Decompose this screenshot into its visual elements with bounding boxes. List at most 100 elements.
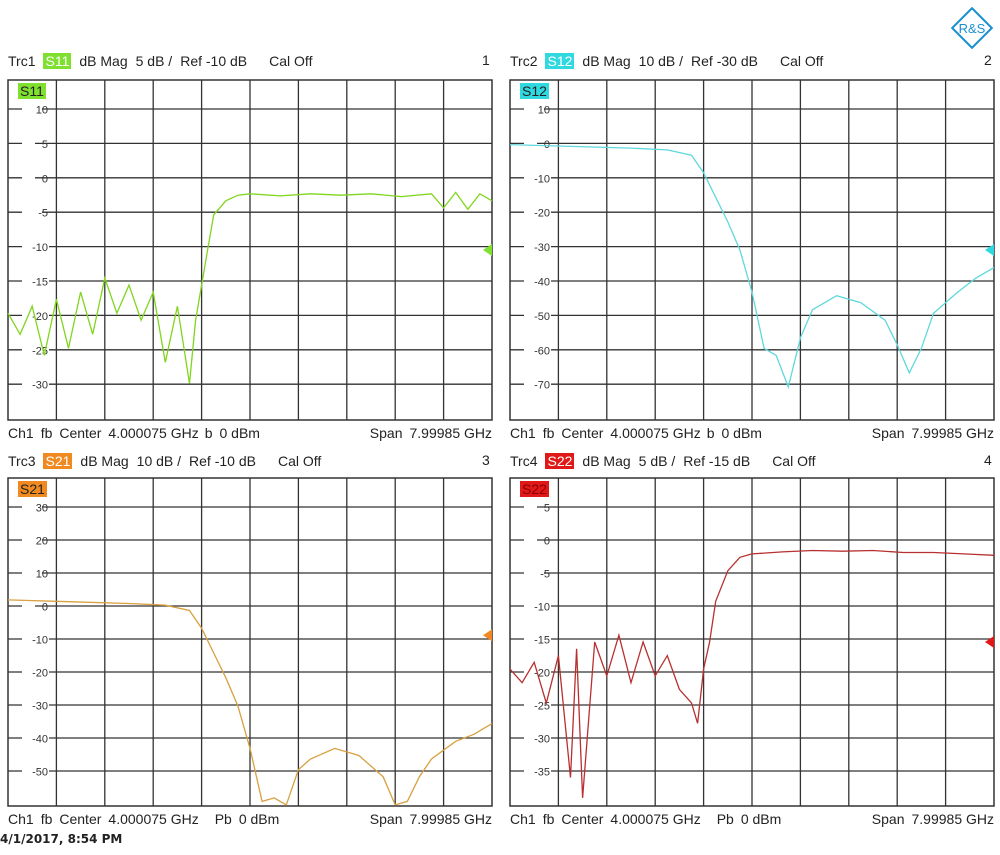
format-label[interactable]: dB Mag: [582, 453, 631, 469]
y-tick-label: 10: [36, 569, 48, 581]
cal-label[interactable]: Cal Off: [772, 453, 816, 469]
trace-line: [509, 143, 995, 390]
trace-header-4[interactable]: Trc4 S22 dB Mag 5 dB / Ref -15 dB Cal Off: [510, 452, 824, 470]
y-tick-label: -30: [32, 380, 48, 392]
y-tick-label: -30: [32, 701, 48, 713]
y-tick-label: -50: [32, 767, 48, 779]
ref-label[interactable]: Ref -30 dB: [691, 53, 758, 69]
y-tick-label: -10: [32, 635, 48, 647]
power-label[interactable]: 0 dBm: [721, 425, 762, 441]
y-tick-label: -25: [534, 701, 550, 713]
channel-footer-1: Ch1 fb Center 4.000075 GHz b 0 dBm: [8, 425, 267, 441]
y-tick-label: -15: [32, 277, 48, 289]
y-tick-label: -15: [534, 635, 550, 647]
cal-label[interactable]: Cal Off: [277, 453, 322, 469]
y-tick-label: 0: [42, 173, 48, 185]
trace-header-2[interactable]: Trc2 S12 dB Mag 10 dB / Ref -30 dB Cal Off: [510, 52, 831, 70]
ref-level-marker-icon[interactable]: [985, 244, 994, 256]
y-tick-label: -10: [32, 242, 48, 254]
fb-label: fb: [542, 811, 555, 827]
source-label: b: [204, 425, 213, 441]
power-label[interactable]: 0 dBm: [219, 425, 260, 441]
trace-name[interactable]: Trc2: [510, 53, 538, 69]
ref-label[interactable]: Ref -10 dB: [189, 453, 256, 469]
ref-level-marker-icon[interactable]: [985, 636, 994, 648]
trace-name[interactable]: Trc4: [510, 453, 538, 469]
trace-header-3[interactable]: Trc3 S21 dB Mag 10 dB / Ref -10 dB Cal Off: [8, 452, 329, 470]
span-info[interactable]: Span 7.99985 GHz: [370, 425, 492, 441]
center-label: Center: [561, 811, 604, 827]
span-info[interactable]: Span 7.99985 GHz: [370, 811, 492, 827]
center-label: Center: [59, 425, 102, 441]
diagram-area-4[interactable]: 50-5-10-15-20-25-30-35: [509, 477, 1000, 808]
power-label[interactable]: 0 dBm: [238, 811, 280, 827]
y-tick-label: 5: [544, 503, 550, 515]
y-tick-label: 0: [42, 602, 48, 614]
center-freq[interactable]: 4.000075 GHz: [610, 425, 701, 441]
diagram-number: 4: [984, 452, 992, 468]
cal-label[interactable]: Cal Off: [779, 53, 824, 69]
trace-name[interactable]: Trc1: [8, 53, 36, 69]
ref-label[interactable]: Ref -10 dB: [180, 53, 248, 69]
span-value[interactable]: 7.99985 GHz: [911, 425, 995, 441]
center-freq[interactable]: 4.000075 GHz: [610, 811, 701, 827]
param-badge[interactable]: S22: [545, 453, 575, 469]
trace-param-label[interactable]: S22: [520, 481, 549, 497]
channel-label[interactable]: Ch1: [8, 811, 34, 827]
y-tick-label: 30: [36, 503, 48, 515]
y-tick-label: 10: [36, 105, 48, 117]
trace-line: [7, 599, 493, 806]
span-info[interactable]: Span 7.99985 GHz: [872, 811, 994, 827]
span-label: Span: [871, 425, 905, 441]
diagram-area-2[interactable]: 10 0 -10 -20 -30 -40 -50 -60 -70: [509, 79, 1000, 422]
center-freq[interactable]: 4.000075 GHz: [108, 811, 199, 827]
diagram-number: 2: [984, 52, 992, 68]
span-label: Span: [369, 811, 403, 827]
scale-label[interactable]: 10 dB /: [136, 453, 182, 469]
span-label: Span: [871, 811, 905, 827]
scale-label[interactable]: 5 dB /: [638, 453, 676, 469]
y-tick-label: -30: [534, 242, 550, 254]
cal-label[interactable]: Cal Off: [269, 53, 313, 69]
svg-text:R&S: R&S: [959, 21, 986, 36]
y-tick-label: -20: [32, 668, 48, 680]
scale-label[interactable]: 10 dB /: [638, 53, 684, 69]
channel-label[interactable]: Ch1: [8, 425, 34, 441]
ref-level-marker-icon[interactable]: [483, 244, 492, 256]
y-tick-label: -50: [534, 311, 550, 323]
trace-name[interactable]: Trc3: [8, 453, 36, 469]
rohde-schwarz-logo: R&S: [950, 6, 994, 50]
trace-param-label[interactable]: S21: [18, 481, 47, 497]
channel-label[interactable]: Ch1: [510, 811, 536, 827]
span-value[interactable]: 7.99985 GHz: [911, 811, 995, 827]
y-tick-label: 10: [538, 105, 550, 117]
y-tick-label: -35: [534, 767, 550, 779]
trace-param-label[interactable]: S12: [520, 83, 549, 99]
span-value[interactable]: 7.99985 GHz: [409, 425, 493, 441]
y-tick-label: -20: [534, 208, 550, 220]
param-badge[interactable]: S11: [43, 53, 72, 69]
y-tick-label: 0: [544, 139, 550, 151]
source-label: b: [706, 425, 715, 441]
format-label[interactable]: dB Mag: [582, 53, 631, 69]
trace-header-1[interactable]: Trc1 S11 dB Mag 5 dB / Ref -10 dB Cal Off: [8, 52, 320, 70]
ref-level-marker-icon[interactable]: [483, 629, 492, 642]
format-label[interactable]: dB Mag: [79, 53, 128, 69]
y-tick-label: -5: [540, 569, 550, 581]
y-tick-label: -10: [534, 602, 550, 614]
power-label[interactable]: 0 dBm: [740, 811, 782, 827]
format-label[interactable]: dB Mag: [80, 453, 129, 469]
span-value[interactable]: 7.99985 GHz: [409, 811, 493, 827]
channel-label[interactable]: Ch1: [510, 425, 536, 441]
span-info[interactable]: Span 7.99985 GHz: [872, 425, 994, 441]
param-badge[interactable]: S12: [545, 53, 575, 69]
trace-param-label[interactable]: S11: [18, 83, 46, 99]
center-freq[interactable]: 4.000075 GHz: [108, 425, 199, 441]
diagram-area-3[interactable]: 30 20 10 0 -10 -20 -30 -40 -50: [7, 477, 512, 808]
scale-label[interactable]: 5 dB /: [135, 53, 173, 69]
ref-label[interactable]: Ref -15 dB: [683, 453, 751, 469]
y-tick-label: -5: [38, 208, 48, 220]
timestamp: 4/1/2017, 8:54 PM: [0, 832, 123, 846]
param-badge[interactable]: S21: [43, 453, 73, 469]
